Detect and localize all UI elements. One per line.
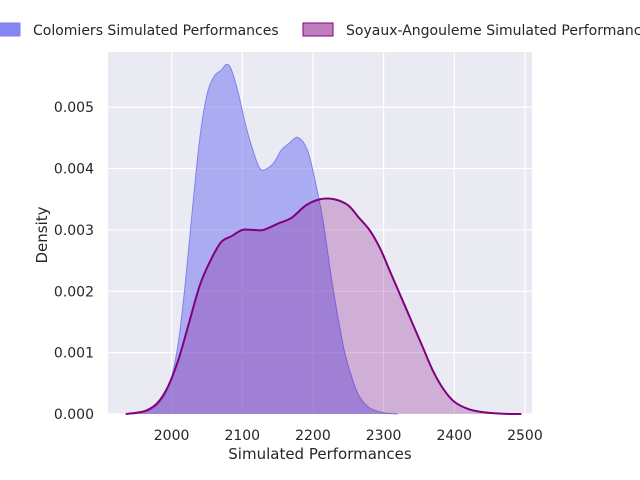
legend-swatch-2: [302, 22, 334, 37]
y-tick-label: 0.001: [54, 346, 94, 362]
series: [125, 63, 522, 416]
x-axis-title: Simulated Performances: [228, 445, 412, 463]
y-tick-label: 0.004: [54, 162, 94, 178]
y-tick-label: 0.005: [54, 100, 94, 116]
x-tick-label: 2000: [154, 428, 190, 444]
x-tick-label: 2500: [507, 428, 543, 444]
y-ticks: 0.000 0.001 0.002 0.003 0.004 0.005: [54, 100, 94, 423]
series-line-1: [132, 63, 398, 415]
series-area-2: [125, 198, 522, 415]
x-tick-label: 2300: [366, 428, 402, 444]
x-ticks: 2000 2100 2200 2300 2400 2500: [154, 428, 543, 444]
y-tick-label: 0.003: [54, 223, 94, 239]
legend-label-2: Soyaux-Angouleme Simulated Performances: [346, 23, 640, 39]
y-axis-title: Density: [33, 206, 51, 263]
legend-label-1: Colomiers Simulated Performances: [33, 23, 279, 39]
series-area-1: [132, 64, 398, 415]
x-tick-label: 2100: [224, 428, 260, 444]
x-tick-label: 2400: [436, 428, 472, 444]
series-line-2: [125, 197, 522, 416]
legend: Colomiers Simulated Performances Soyaux-A…: [0, 22, 640, 39]
y-tick-label: 0.002: [54, 284, 94, 300]
x-tick-label: 2200: [295, 428, 331, 444]
y-tick-label: 0.000: [54, 407, 94, 423]
legend-swatch-1: [0, 22, 21, 37]
